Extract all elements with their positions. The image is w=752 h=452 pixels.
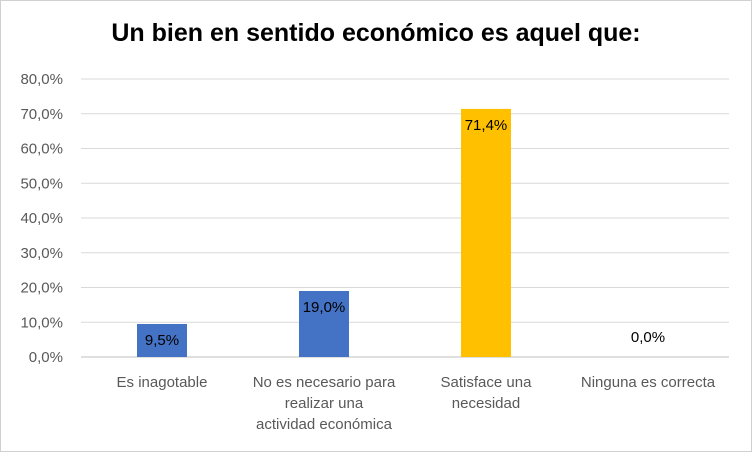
bar <box>137 323 187 357</box>
bar <box>299 290 349 357</box>
bar <box>461 108 511 357</box>
y-tick-label: 50,0% <box>20 175 63 192</box>
y-tick-label: 40,0% <box>20 210 63 227</box>
y-tick-label: 0,0% <box>29 349 63 366</box>
y-tick-label: 80,0% <box>20 71 63 88</box>
category-label: Es inagotable <box>117 374 208 391</box>
category-label: Satisface una <box>441 374 533 391</box>
data-label: 19,0% <box>303 299 346 316</box>
data-label: 0,0% <box>631 329 665 346</box>
category-label: actividad económica <box>256 416 393 433</box>
y-tick-label: 20,0% <box>20 280 63 297</box>
chart-title: Un bien en sentido económico es aquel qu… <box>111 19 641 47</box>
category-label: No es necesario para <box>253 374 396 391</box>
y-tick-label: 70,0% <box>20 106 63 123</box>
category-label: necesidad <box>452 395 520 412</box>
y-tick-label: 60,0% <box>20 141 63 158</box>
data-label: 71,4% <box>465 117 508 134</box>
y-tick-label: 10,0% <box>20 314 63 331</box>
category-label: Ninguna es correcta <box>581 374 716 391</box>
category-label: realizar una <box>285 395 364 412</box>
data-label: 9,5% <box>145 332 179 349</box>
y-tick-label: 30,0% <box>20 245 63 262</box>
